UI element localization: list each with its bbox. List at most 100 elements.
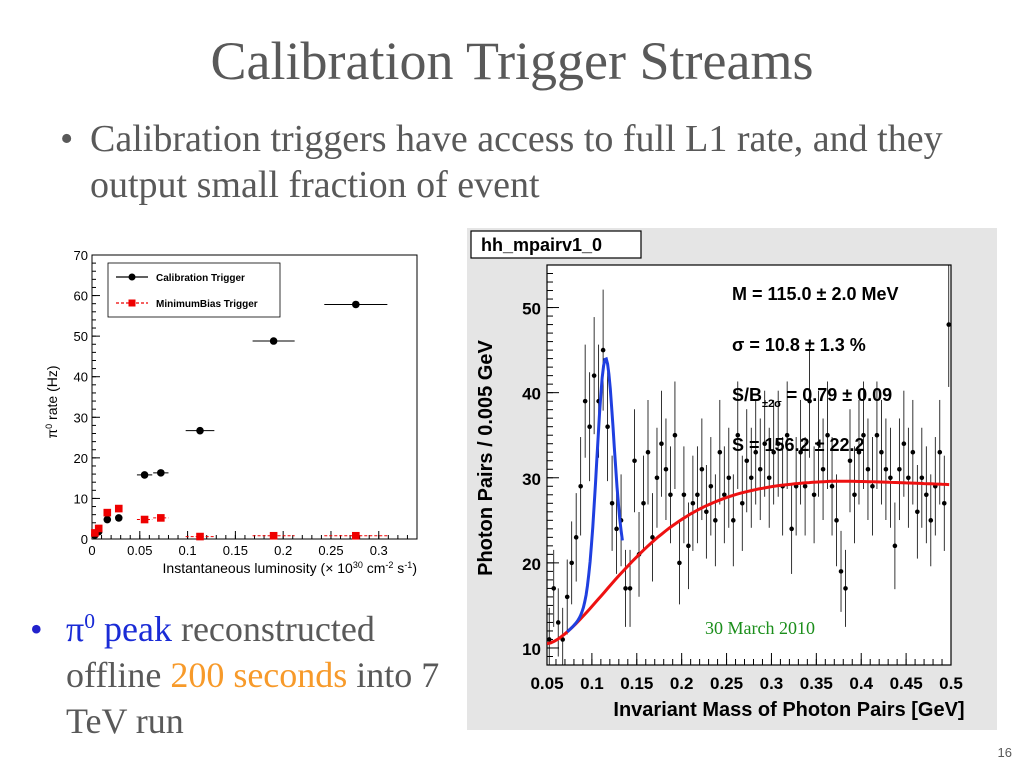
background-fit-curve [547, 479, 950, 646]
data-point [614, 526, 619, 532]
minbias-point [114, 504, 123, 513]
data-point [641, 500, 646, 506]
data-point [924, 492, 929, 498]
data-point [946, 322, 951, 327]
minbias-point [196, 532, 204, 541]
minbias-point [103, 508, 112, 517]
y-tick-label: 70 [74, 248, 88, 263]
data-point [722, 492, 727, 498]
data-point [775, 441, 781, 447]
data-point [807, 398, 812, 404]
data-point [757, 466, 763, 472]
data-point [883, 466, 889, 472]
data-point [547, 637, 552, 642]
data-point [937, 449, 943, 455]
data-point [726, 475, 732, 481]
data-point [627, 586, 633, 591]
y-tick-label: 60 [74, 289, 88, 304]
x-axis-label: Invariant Mass of Photon Pairs [GeV] [613, 699, 964, 721]
hist-title: hh_mpairv1_0 [481, 235, 602, 255]
x-tick-label: 0.25 [318, 543, 343, 558]
data-point [582, 398, 588, 404]
data-point [838, 569, 844, 574]
data-point [847, 458, 853, 464]
x-tick-label: 0.3 [370, 543, 388, 558]
minbias-point [140, 515, 149, 524]
data-point [668, 492, 673, 498]
x-tick-label: 0.2 [670, 674, 694, 693]
data-point [941, 500, 947, 506]
minbias-point [94, 524, 103, 533]
data-point [681, 492, 687, 498]
x-tick-label: 0.45 [890, 674, 923, 693]
data-point [632, 458, 637, 464]
pi0-symbol: π0 peak [66, 609, 172, 649]
x-tick-label: 0.35 [800, 674, 833, 693]
data-point [654, 475, 660, 481]
y-tick-label: 30 [522, 470, 541, 489]
y-tick-label: 40 [74, 370, 88, 385]
y-tick-label: 30 [74, 410, 88, 425]
data-point [897, 466, 902, 472]
x-tick-label: 0.2 [274, 543, 292, 558]
data-point [798, 449, 803, 455]
data-point [789, 526, 794, 532]
legend-box [107, 262, 281, 318]
minbias-point [157, 514, 165, 522]
y-tick-label: 50 [522, 300, 541, 319]
page-number: 16 [997, 745, 1012, 760]
y-tick-label: 40 [522, 385, 541, 404]
data-point [901, 441, 907, 447]
calibration-point [103, 515, 112, 524]
data-point [650, 535, 655, 540]
bullet-text-reconstructed: reconstructed offline [66, 609, 375, 695]
x-tick-label: 0.15 [620, 674, 653, 693]
y-tick-label: 0 [81, 532, 88, 547]
data-point [870, 483, 875, 489]
data-point [771, 449, 776, 455]
x-tick-label: 0.1 [179, 543, 197, 558]
data-point [802, 483, 808, 489]
data-point [686, 543, 691, 549]
y-axis-label: Photon Pairs / 0.005 GeV [475, 340, 497, 576]
data-point [892, 543, 898, 549]
data-point [825, 432, 830, 438]
data-point [865, 466, 871, 472]
data-point [587, 424, 592, 430]
stat-signal-to-background: S/B±2σ = 0.79 ± 0.09 [732, 385, 892, 410]
stat-sigma: σ = 10.8 ± 1.3 % [732, 335, 866, 355]
data-point [861, 432, 866, 438]
data-point [555, 620, 561, 625]
data-point [888, 475, 893, 481]
stat-signal: S = 156.2 ± 22.2 [732, 435, 864, 455]
x-tick-label: 0.05 [127, 543, 152, 558]
data-point [753, 449, 759, 455]
data-point [811, 492, 817, 498]
data-point [735, 432, 741, 438]
data-point [852, 492, 857, 498]
minbias-point [352, 531, 360, 540]
data-point [663, 466, 669, 472]
y-tick-label: 20 [522, 555, 541, 574]
data-point [834, 518, 839, 523]
data-point [820, 466, 826, 472]
data-point [704, 509, 709, 515]
calibration-point [114, 514, 123, 522]
data-point [677, 560, 682, 566]
y-tick-label: 10 [74, 491, 88, 506]
data-point [739, 500, 745, 506]
data-point [717, 449, 723, 455]
minbias-point [269, 531, 278, 540]
x-tick-label: 0.4 [849, 674, 873, 693]
minbias-point [91, 529, 99, 537]
x-tick-label: 0.15 [223, 543, 248, 558]
data-point [591, 373, 597, 378]
calibration-point [269, 337, 278, 345]
signal-fit-curve [566, 356, 624, 634]
bullet-text: Calibration triggers have access to full… [90, 118, 943, 206]
data-point [690, 500, 696, 506]
data-point [672, 432, 678, 438]
x-tick-label: 0.1 [580, 674, 604, 693]
calibration-point [196, 426, 204, 435]
legend-marker-minbias [128, 299, 136, 307]
